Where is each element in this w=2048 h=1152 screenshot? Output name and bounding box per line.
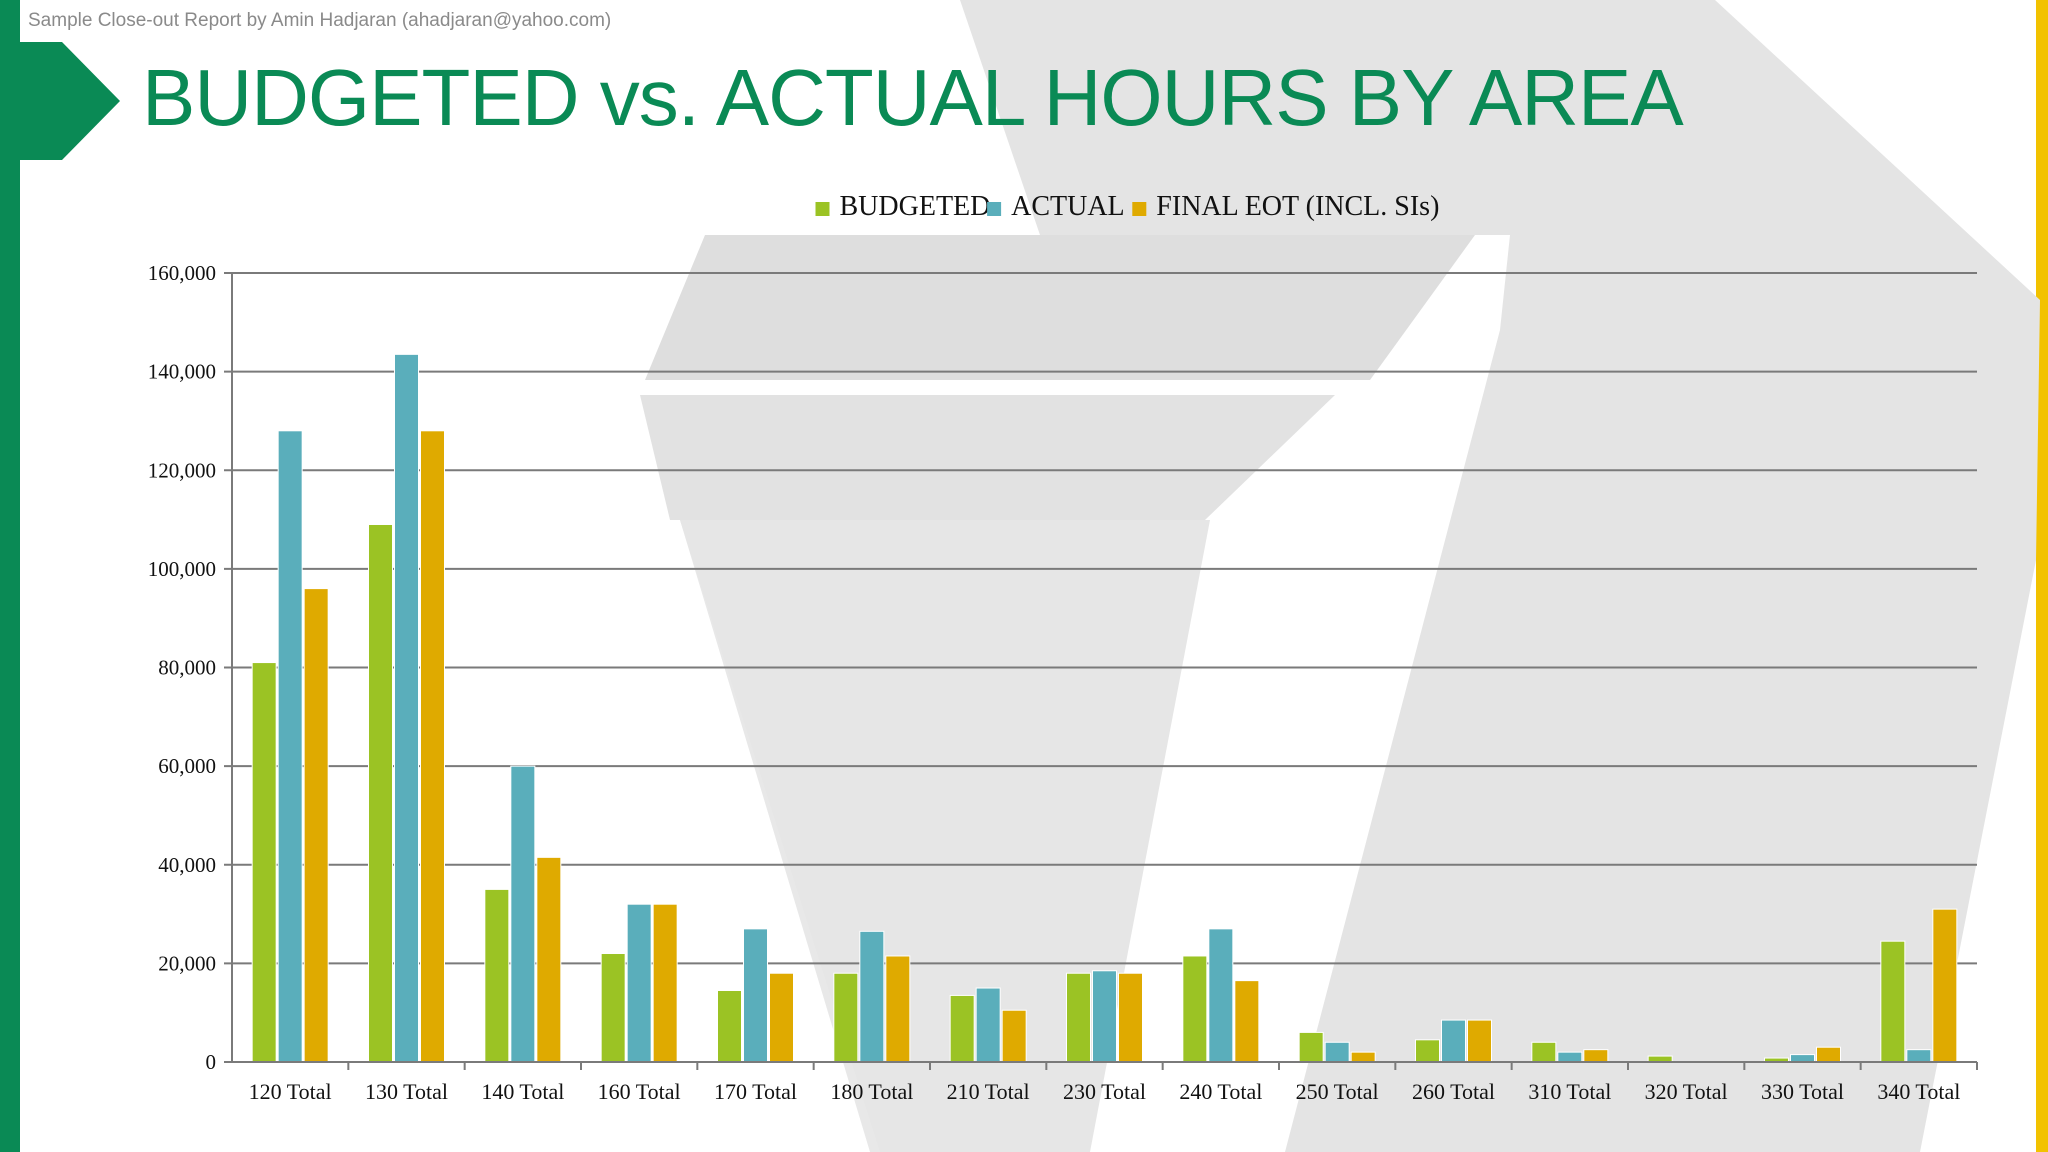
bar-final-eot-incl-sis-210-total <box>1001 1009 1027 1063</box>
x-category-label: 250 Total <box>1296 1079 1379 1104</box>
bar-budgeted-230-total <box>1066 972 1091 1063</box>
bar-budgeted-120-total <box>251 662 277 1063</box>
bar-budgeted-180-total <box>833 972 859 1063</box>
legend-label: ACTUAL <box>1011 191 1125 222</box>
left-accent-bar <box>0 0 20 1152</box>
bar-budgeted-340-total <box>1880 940 1906 1063</box>
bar-actual-160-total <box>626 903 652 1063</box>
bar-actual-210-total <box>975 987 1001 1063</box>
x-category-label: 330 Total <box>1761 1079 1844 1104</box>
bar-actual-310-total <box>1557 1051 1583 1063</box>
watermark-text: Sample Close-out Report by Amin Hadjaran… <box>28 10 612 31</box>
right-accent-bar <box>2036 0 2048 1152</box>
bar-budgeted-260-total <box>1415 1039 1440 1063</box>
y-tick-label: 20,000 <box>158 951 216 975</box>
bar-budgeted-250-total <box>1298 1031 1324 1063</box>
legend: BUDGETED ACTUAL FINAL EOT (INCL. SIs) <box>815 191 1439 222</box>
y-tick-label: 60,000 <box>158 754 216 778</box>
x-category-label: 230 Total <box>1063 1079 1146 1104</box>
y-tick-label: 120,000 <box>148 458 216 482</box>
x-category-label: 160 Total <box>598 1079 681 1104</box>
bar-actual-330-total <box>1790 1054 1815 1063</box>
x-category-label: 340 Total <box>1877 1079 1960 1104</box>
legend-swatch <box>987 202 1002 216</box>
legend-swatch <box>1132 202 1147 216</box>
bar-final-eot-incl-sis-180-total <box>885 955 911 1063</box>
axes <box>231 273 1978 1070</box>
x-category-label: 170 Total <box>714 1079 797 1104</box>
y-tick-label: 0 <box>206 1050 217 1074</box>
bar-budgeted-130-total <box>368 523 393 1063</box>
bar-final-eot-incl-sis-260-total <box>1467 1019 1492 1063</box>
bar-final-eot-incl-sis-310-total <box>1583 1049 1609 1063</box>
bar-actual-130-total <box>394 353 419 1063</box>
bar-budgeted-310-total <box>1531 1041 1557 1063</box>
bar-budgeted-210-total <box>949 994 975 1063</box>
grid-lines <box>232 272 1977 965</box>
bar-actual-240-total <box>1208 928 1234 1063</box>
page-title: BUDGETED vs. ACTUAL HOURS BY AREA <box>142 53 1684 142</box>
bar-final-eot-incl-sis-340-total <box>1932 908 1958 1063</box>
bar-final-eot-incl-sis-160-total <box>652 903 678 1063</box>
title-arrow-icon <box>20 42 120 160</box>
legend-swatch <box>815 202 830 216</box>
bar-final-eot-incl-sis-130-total <box>420 430 445 1063</box>
bar-budgeted-160-total <box>600 953 626 1063</box>
x-axis-labels: 120 Total 130 Total 140 Total 160 Total 170 … <box>249 1079 1961 1104</box>
y-tick-label: 80,000 <box>158 656 216 680</box>
bar-actual-170-total <box>743 928 768 1063</box>
bar-budgeted-240-total <box>1182 955 1208 1063</box>
bar-actual-250-total <box>1324 1041 1350 1063</box>
y-tick-label: 40,000 <box>158 853 216 877</box>
bars <box>251 353 1958 1063</box>
bar-actual-260-total <box>1441 1019 1466 1063</box>
x-category-label: 180 Total <box>830 1079 913 1104</box>
bar-final-eot-incl-sis-250-total <box>1350 1051 1376 1063</box>
bar-final-eot-incl-sis-330-total <box>1816 1046 1841 1063</box>
y-axis-ticks: 0 20,000 40,000 60,000 80,000 100,000 120,000 1… <box>148 261 232 1074</box>
bar-actual-230-total <box>1092 970 1117 1063</box>
legend-label: FINAL EOT (INCL. SIs) <box>1156 191 1439 222</box>
y-tick-label: 100,000 <box>148 557 216 581</box>
x-category-label: 260 Total <box>1412 1079 1495 1104</box>
x-category-label: 210 Total <box>947 1079 1030 1104</box>
bar-actual-340-total <box>1906 1049 1932 1063</box>
bar-final-eot-incl-sis-140-total <box>536 856 562 1063</box>
x-category-label: 130 Total <box>365 1079 448 1104</box>
bar-final-eot-incl-sis-230-total <box>1118 972 1143 1063</box>
y-tick-label: 140,000 <box>148 360 216 384</box>
bar-budgeted-140-total <box>484 888 510 1063</box>
bar-final-eot-incl-sis-240-total <box>1234 980 1260 1063</box>
x-category-label: 320 Total <box>1645 1079 1728 1104</box>
x-category-label: 120 Total <box>249 1079 332 1104</box>
bar-final-eot-incl-sis-120-total <box>303 588 329 1063</box>
bar-budgeted-170-total <box>717 989 742 1063</box>
bar-actual-180-total <box>859 930 885 1063</box>
y-tick-label: 160,000 <box>148 261 216 285</box>
bar-final-eot-incl-sis-170-total <box>769 972 794 1063</box>
x-category-label: 310 Total <box>1528 1079 1611 1104</box>
bar-actual-140-total <box>510 765 536 1063</box>
x-category-label: 140 Total <box>481 1079 564 1104</box>
bar-actual-120-total <box>277 430 303 1063</box>
x-category-label: 240 Total <box>1179 1079 1262 1104</box>
legend-label: BUDGETED <box>840 191 991 222</box>
